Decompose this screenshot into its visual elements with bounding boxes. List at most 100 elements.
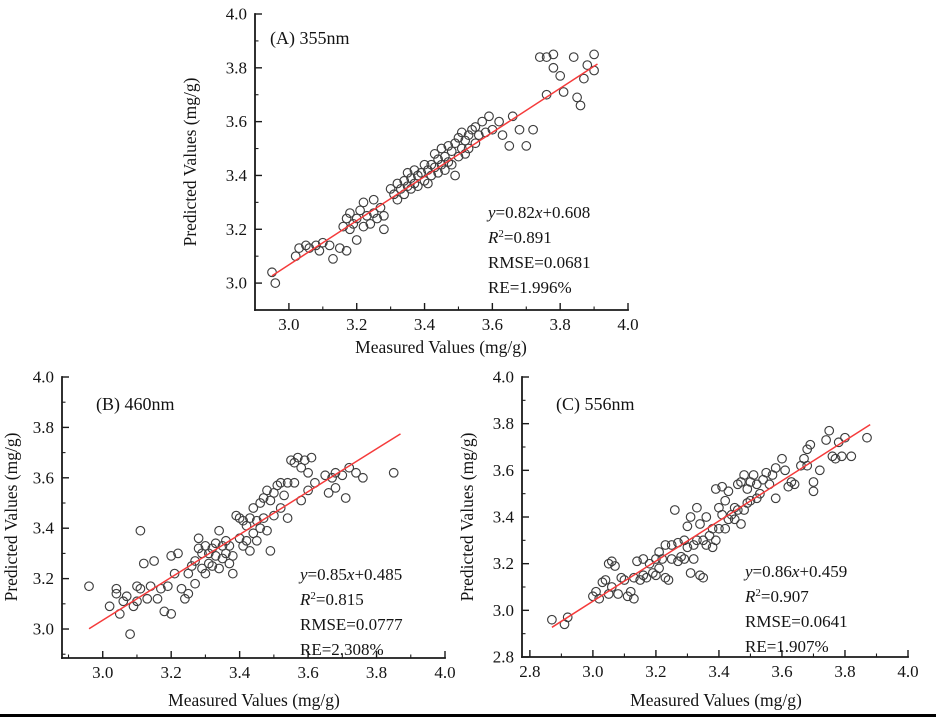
scatter-point: [443, 141, 454, 151]
scatter-point: [723, 486, 734, 497]
scatter-point: [409, 165, 420, 175]
scatter-point: [710, 484, 721, 494]
x-tick-label: 4.0: [434, 663, 455, 682]
scatter-point: [679, 554, 690, 564]
scatter-point: [162, 581, 173, 592]
scatter-point: [463, 130, 474, 140]
rmse-stat: RMSE=0.0641: [745, 612, 848, 631]
scatter-point: [821, 435, 831, 445]
scatter-point: [330, 483, 341, 493]
x-tick-label: 3.2: [161, 663, 182, 682]
scatter-point: [582, 60, 593, 70]
scatter-point: [227, 568, 238, 579]
y-tick-label: 3.0: [493, 601, 514, 620]
scatter-point: [406, 173, 416, 183]
scatter-point: [272, 480, 283, 491]
scatter-point: [193, 543, 204, 554]
y-tick-label: 3.4: [226, 166, 248, 185]
scatter-point: [682, 521, 693, 532]
scatter-point: [692, 502, 702, 513]
scatter-point: [190, 578, 200, 589]
scatter-point: [362, 210, 372, 221]
scatter-point: [399, 175, 410, 186]
scatter-point: [463, 143, 474, 154]
scatter-point: [701, 540, 712, 550]
scatter-point: [423, 178, 433, 189]
scatter-point: [450, 170, 460, 181]
scatter-point: [450, 138, 460, 149]
scatter-point: [262, 485, 272, 496]
scatter-point: [446, 159, 457, 170]
scatter-point: [173, 548, 183, 559]
scatter-point: [207, 561, 218, 571]
scatter-point: [714, 523, 724, 534]
scatter-point: [521, 141, 532, 151]
scatter-point: [682, 542, 693, 553]
panel-A: 3.0 3.2 3.4 3.6 3.8 4.0 3.0 3.2 3.4 3.6 3.8 4.0 (A) …: [180, 5, 639, 358]
x-axis-label: Measured Values (mg/g): [168, 690, 340, 710]
scatter-point: [732, 479, 743, 490]
scatter-point: [619, 575, 630, 585]
scatter-point: [685, 512, 696, 522]
scatter-point: [203, 548, 214, 559]
scatter-point: [348, 219, 359, 229]
r-squared-stat: R2=0.891: [487, 228, 552, 247]
scatter-point: [745, 495, 756, 506]
scatter-point: [340, 493, 351, 503]
scatter-point: [303, 467, 313, 478]
y-tick-label: 3.0: [226, 274, 247, 293]
scatter-point: [328, 254, 338, 264]
scatter-point: [324, 240, 335, 251]
y-tick-label: 3.6: [226, 112, 247, 131]
scatter-point: [214, 563, 224, 574]
panel-C: 2.8 3.0 3.2 3.4 3.6 3.8 4.0 2.8 3.0 3.2 3.4 3.6 3.8 4…: [457, 368, 919, 711]
y-tick-label: 3.6: [493, 461, 514, 480]
scatter-point: [660, 540, 671, 550]
y-tick-label: 3.0: [33, 620, 54, 639]
fit-equation: y=0.85x+0.485: [298, 565, 402, 584]
scatter-point: [436, 159, 447, 170]
y-tick-label: 3.2: [226, 220, 247, 239]
scatter-point: [341, 245, 352, 256]
scatter-point: [190, 556, 200, 566]
scatter-point: [289, 477, 300, 488]
scatter-point: [385, 184, 396, 194]
scatter-point: [301, 240, 311, 251]
y-tick-label: 3.8: [226, 58, 247, 77]
scatter-point: [200, 568, 211, 579]
scatter-point: [446, 146, 457, 157]
scatter-point: [169, 568, 180, 579]
scatter-point: [289, 457, 300, 468]
scatter-point: [638, 570, 649, 581]
scatter-point: [279, 490, 289, 501]
scatter-point: [317, 237, 328, 248]
y-tick-label: 4.0: [493, 368, 514, 387]
scatter-point: [720, 523, 731, 534]
scatter-point: [755, 488, 765, 499]
scatter-point: [433, 154, 443, 165]
scatter-point: [632, 556, 642, 567]
scatter-point: [180, 593, 190, 604]
scatter-point: [761, 467, 772, 478]
scatter-point: [534, 52, 545, 62]
scatter-point: [255, 498, 266, 508]
scatter-point: [547, 614, 557, 625]
scatter-point: [732, 505, 743, 515]
scatter-point: [720, 495, 731, 506]
scatter-point: [149, 556, 159, 566]
scatter-point: [238, 515, 248, 526]
scatter-point: [166, 609, 177, 619]
scatter-point: [603, 558, 614, 569]
scatter-point: [270, 278, 281, 288]
scatter-point: [210, 551, 221, 561]
scatter-point: [710, 535, 721, 546]
scatter-point: [104, 601, 115, 612]
scatter-point: [751, 479, 762, 490]
scatter-point: [777, 453, 787, 464]
scatter-point: [135, 525, 146, 536]
scatter-point: [808, 477, 819, 487]
scatter-point: [186, 561, 197, 571]
y-axis-label: Predicted Values (mg/g): [457, 432, 477, 601]
scatter-point: [836, 451, 847, 462]
scatter-point: [473, 130, 484, 140]
